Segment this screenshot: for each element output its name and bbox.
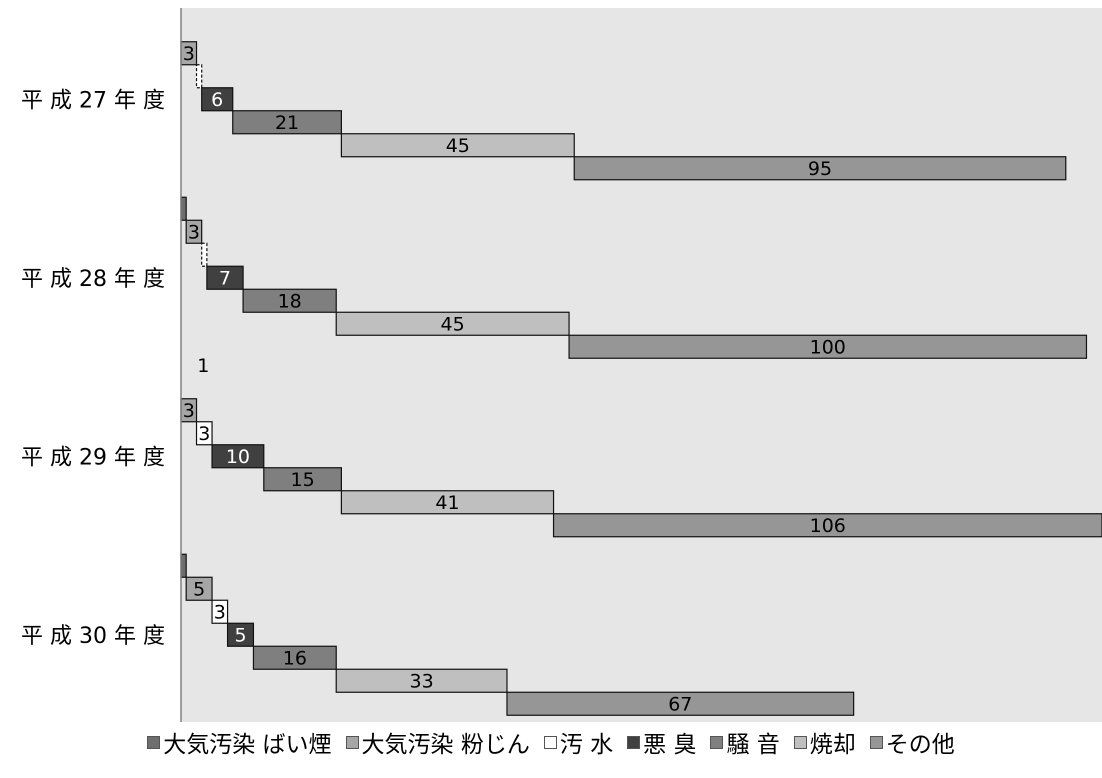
category-group: 平 成 28 年 度 3 7 18 45 100	[21, 196, 1088, 359]
data-label: 1	[197, 355, 209, 377]
category-label: 平 成 28 年 度	[21, 267, 165, 292]
data-label: 15	[290, 469, 314, 491]
bar	[506, 691, 855, 716]
bar	[340, 490, 555, 515]
legend-label: 大気汚染 ばい煙	[163, 732, 332, 758]
bar	[195, 421, 213, 446]
category-group: 平 成 30 年 度 535 16 33 67	[21, 553, 855, 716]
legend-item: 大気汚染 ばい煙	[147, 725, 332, 759]
data-label: 3	[214, 601, 226, 623]
data-label: 5	[193, 578, 205, 600]
category-group: 平 成 29 年 度 33 10 15 41 106 1	[21, 355, 1102, 538]
legend-swatch	[147, 735, 161, 749]
data-label: 18	[278, 290, 302, 312]
legend-item: 騒 音	[710, 725, 780, 759]
legend-label: 焼却	[809, 732, 856, 758]
bar	[211, 444, 265, 469]
bar	[201, 87, 234, 112]
data-label: 100	[810, 336, 846, 358]
data-label: 5	[234, 624, 246, 646]
data-label: 21	[275, 112, 299, 134]
data-label: 33	[410, 670, 434, 692]
data-label: 6	[211, 89, 223, 111]
legend-swatch	[543, 735, 557, 749]
bar	[180, 196, 187, 221]
legend-swatch	[793, 735, 807, 749]
data-label: 41	[435, 492, 459, 514]
data-label: 67	[668, 693, 692, 715]
bar	[335, 311, 570, 336]
data-label: 3	[183, 400, 195, 422]
data-label: 3	[183, 43, 195, 65]
data-label: 45	[446, 135, 470, 157]
bar	[201, 242, 208, 267]
legend-item: 汚 水	[543, 725, 614, 759]
bar	[185, 576, 213, 601]
data-label: 16	[283, 647, 307, 669]
bar	[573, 156, 1067, 181]
legend-swatch	[869, 735, 883, 749]
bar	[232, 110, 342, 135]
data-label: 95	[808, 158, 832, 180]
legend: 大気汚染 ばい煙 大気汚染 粉じん 汚 水 悪 臭 騒 音 焼却 その他	[0, 722, 1102, 762]
legend-item: 悪 臭	[627, 725, 696, 759]
legend-label: 悪 臭	[643, 732, 697, 758]
category-group: 平 成 27 年 度 3 6 21 45 95	[21, 41, 1067, 181]
data-label: 106	[810, 515, 846, 537]
legend-label: その他	[885, 732, 955, 758]
category-label: 平 成 29 年 度	[21, 445, 165, 470]
bar	[568, 334, 1088, 359]
legend-swatch	[627, 735, 641, 749]
legend-label: 汚 水	[559, 732, 614, 758]
legend-label: 騒 音	[726, 732, 780, 758]
bar	[242, 288, 337, 313]
bar	[263, 467, 342, 492]
legend-item: 焼却	[793, 725, 856, 759]
data-label: 3	[198, 423, 210, 445]
bar	[180, 553, 187, 578]
data-label: 7	[219, 267, 231, 289]
bar	[552, 513, 1102, 538]
bar	[252, 645, 337, 670]
legend-item: その他	[869, 725, 955, 759]
data-label: 45	[441, 313, 465, 335]
legend-item: 大気汚染 粉じん	[345, 725, 530, 759]
data-label: 3	[188, 221, 200, 243]
bar	[340, 133, 575, 158]
bar	[185, 219, 203, 244]
bar	[195, 64, 203, 89]
bar	[226, 622, 255, 647]
legend-swatch	[710, 735, 724, 749]
bar	[211, 599, 229, 624]
data-label: 10	[226, 446, 250, 468]
bar	[206, 265, 244, 290]
category-label: 平 成 27 年 度	[21, 88, 165, 113]
bar	[335, 668, 508, 693]
legend-label: 大気汚染 粉じん	[361, 732, 530, 758]
legend-swatch	[345, 735, 359, 749]
category-label: 平 成 30 年 度	[21, 624, 165, 649]
